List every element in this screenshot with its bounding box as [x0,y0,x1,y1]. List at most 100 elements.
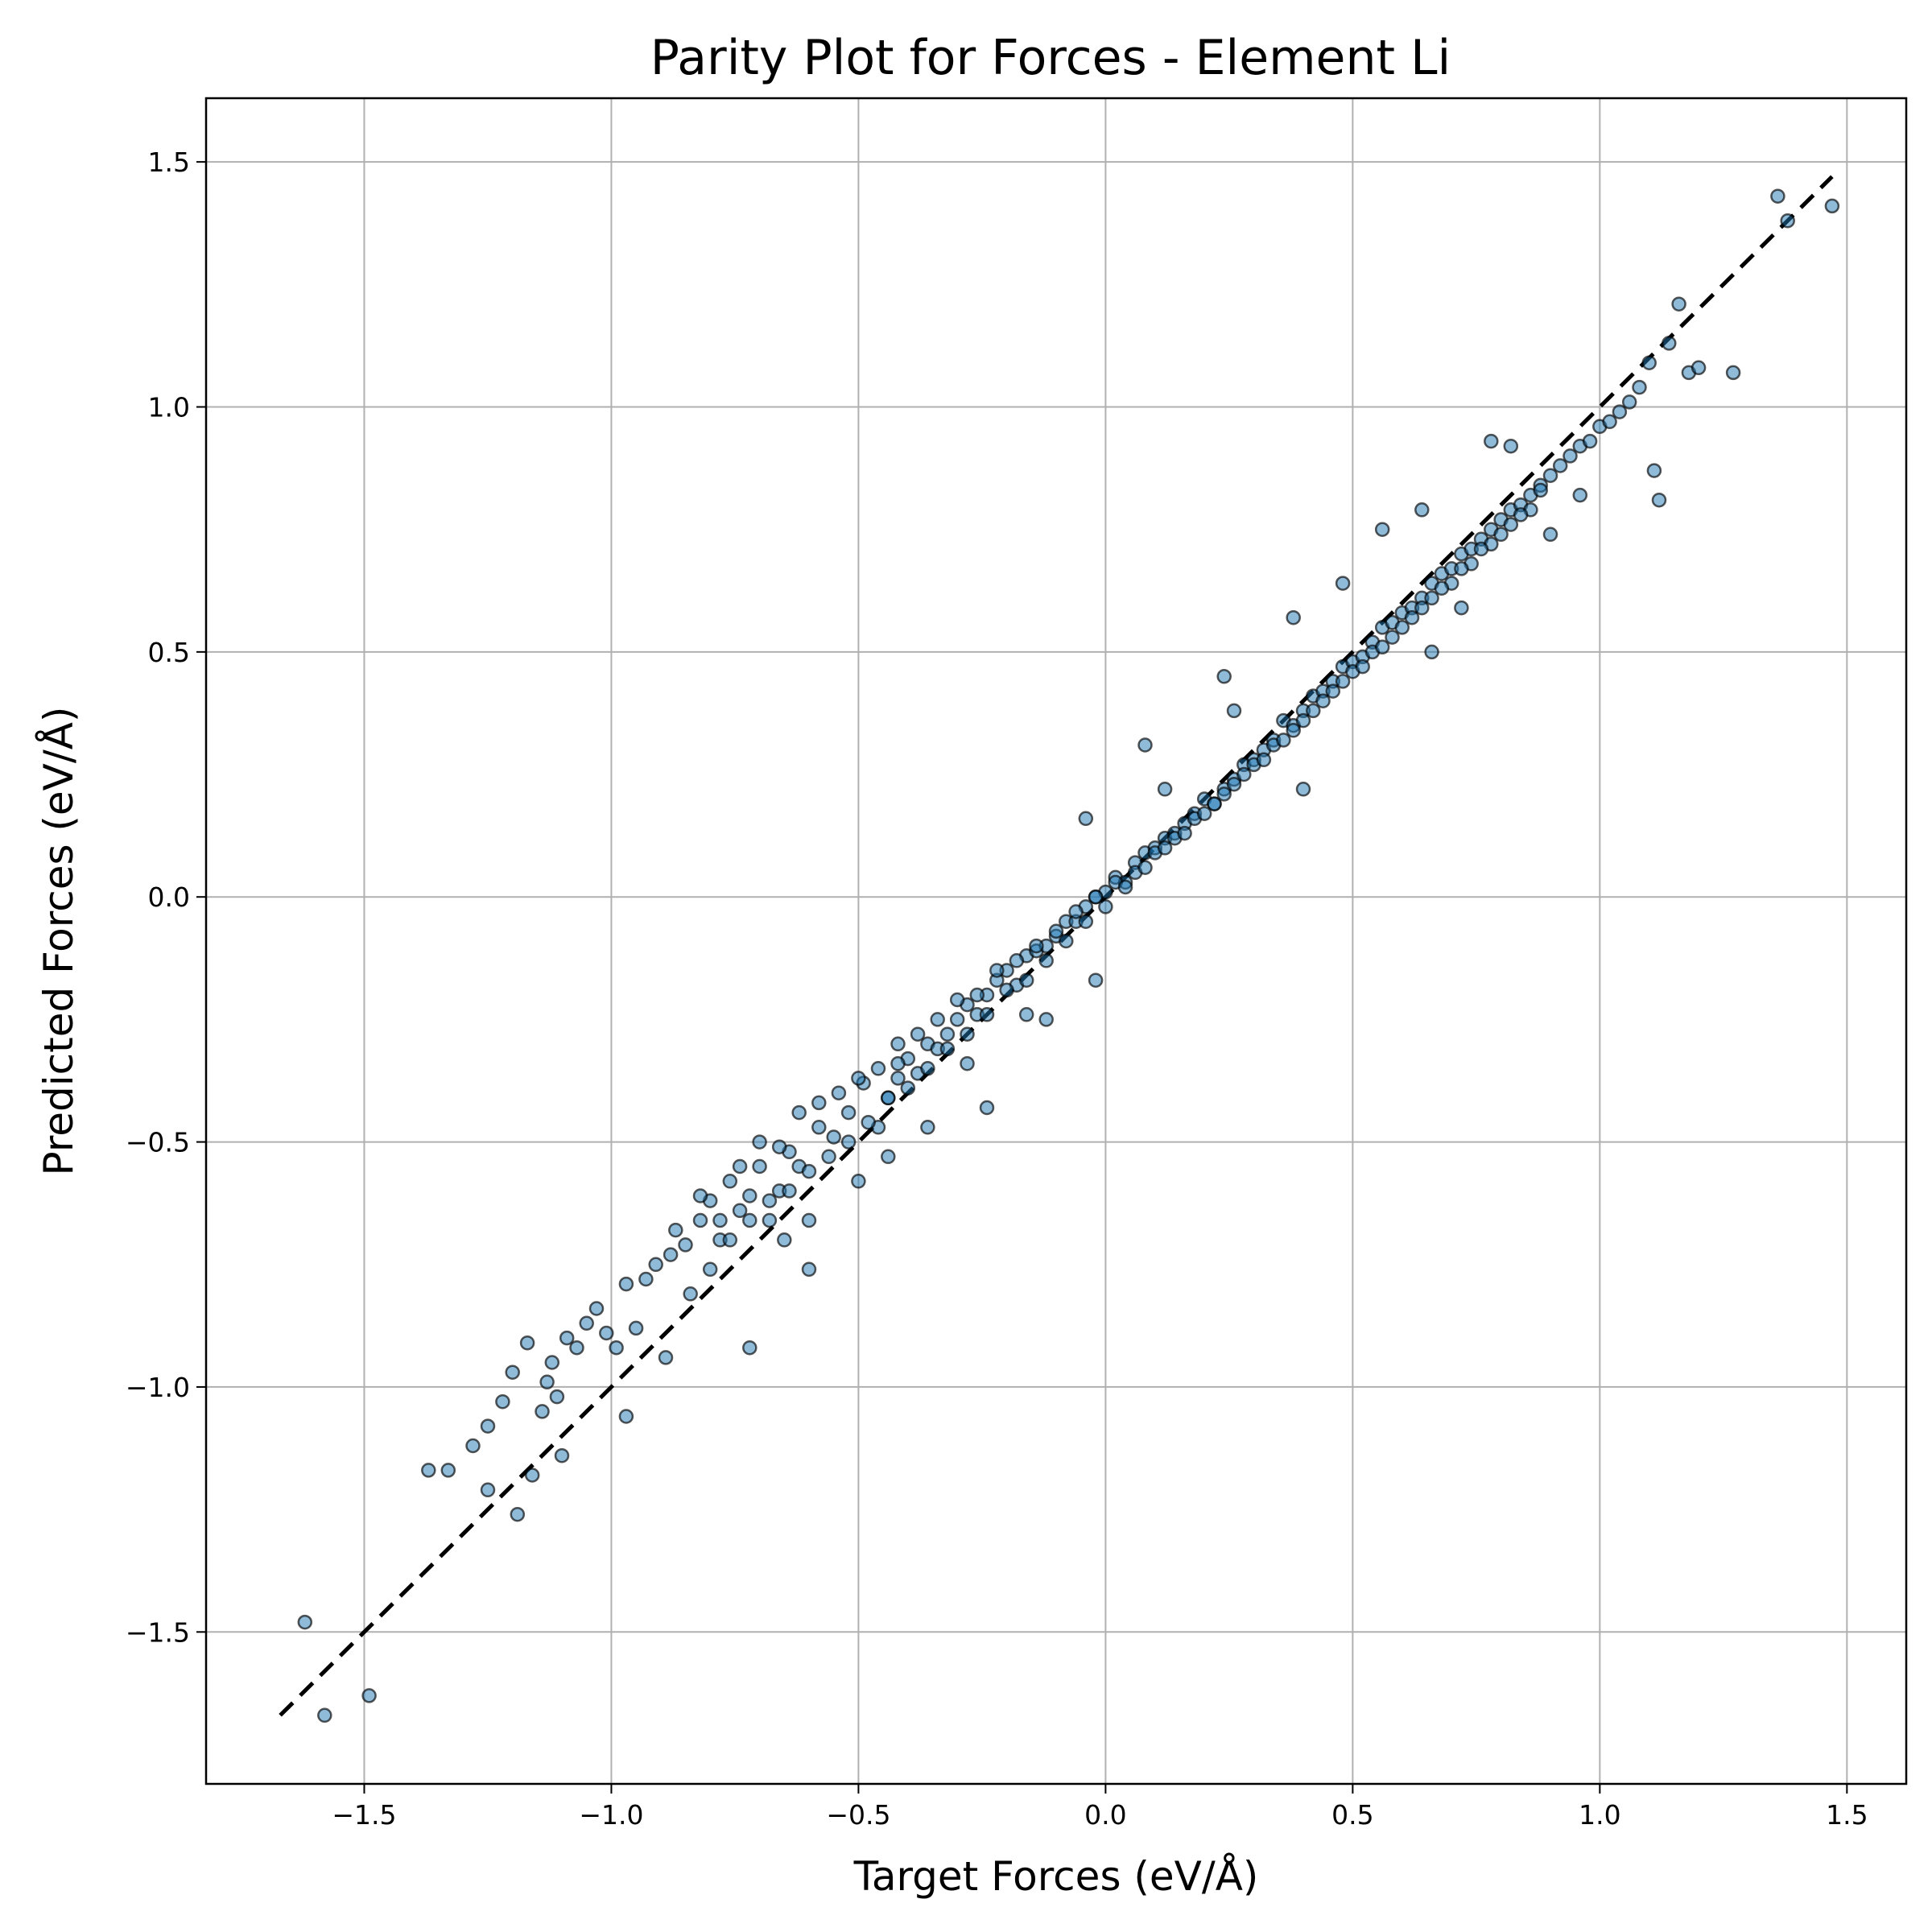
data-point [1454,600,1469,616]
data-point [1651,492,1667,508]
data-point [939,1041,956,1057]
data-point [811,1120,827,1135]
data-point [771,1139,787,1154]
data-point [920,1120,935,1135]
data-point [732,1203,748,1219]
data-point [801,1212,817,1228]
data-point [1157,782,1173,797]
data-point [1038,1012,1054,1027]
data-point [668,1222,683,1238]
data-point [1621,394,1637,410]
x-tick-label: −0.5 [826,1799,890,1831]
data-point [554,1447,570,1463]
data-point [1473,541,1489,557]
y-tick-label: −1.5 [126,1616,190,1648]
data-point [618,1276,634,1292]
y-axis-ticks: −1.5 −1.0 −0.5 0.0 0.5 1.0 1.5 [126,147,206,1648]
data-point [1662,336,1677,351]
data-point [851,1071,866,1086]
data-point [742,1212,758,1228]
data-point [1286,723,1301,738]
data-point [495,1393,510,1410]
data-point [777,1232,792,1248]
data-point [1256,752,1272,768]
data-point [638,1271,654,1287]
data-point [920,1061,935,1076]
data-point [1306,703,1321,719]
data-point [549,1389,565,1405]
data-point [939,1026,956,1042]
data-point [979,1100,995,1116]
data-point [910,1026,926,1042]
data-point [1335,576,1351,591]
data-point [1177,825,1192,841]
data-point [1216,669,1232,684]
data-point [1690,360,1707,376]
data-point [1018,972,1034,988]
data-point [505,1364,520,1380]
x-axis-label: Target Forces (eV/Å) [853,1853,1259,1900]
data-point [510,1506,526,1522]
data-point [1404,609,1420,625]
data-point [960,1026,975,1042]
y-tick-label: −1.0 [126,1372,190,1403]
data-point [1137,737,1153,753]
data-point [1493,526,1509,543]
x-tick-label: 1.0 [1579,1799,1620,1831]
data-point [663,1247,679,1262]
data-point [1503,517,1519,532]
data-point [1276,733,1291,748]
data-point [900,1080,916,1096]
data-point [1533,482,1548,498]
data-point [524,1468,540,1483]
y-tick-label: −0.5 [126,1127,190,1158]
data-point [1216,786,1232,802]
data-point [1068,904,1084,919]
data-point [1295,712,1311,729]
data-point [801,1163,817,1179]
data-point [1355,658,1370,675]
data-point [480,1418,496,1434]
y-tick-label: 1.5 [148,147,190,178]
data-point [678,1237,693,1253]
data-point [1484,433,1499,449]
data-point [999,982,1014,998]
y-tick-label: 0.5 [148,637,190,668]
data-point [1552,458,1568,473]
data-point [1226,703,1242,719]
data-point [683,1286,698,1302]
data-point [742,1340,758,1356]
data-point [1424,590,1439,606]
data-point [722,1232,738,1248]
data-point [831,1085,847,1100]
data-point [702,1261,718,1278]
x-axis-ticks: −1.5 −1.0 −0.5 0.0 0.5 1.0 1.5 [332,1784,1868,1831]
data-point [1315,693,1331,708]
data-point [1038,953,1054,968]
data-point [722,1174,738,1189]
plot-area-frame [204,97,1908,1785]
data-point [1286,609,1301,625]
data-point [1434,580,1450,596]
data-point [851,1174,866,1189]
x-tick-label: −1.5 [332,1799,396,1831]
data-point [648,1257,663,1273]
data-point [1424,644,1439,660]
data-point [1374,522,1390,537]
data-point [599,1325,614,1341]
data-point [742,1188,758,1203]
y-tick-label: 0.0 [148,881,190,913]
data-point [1824,198,1840,214]
data-point [861,1114,876,1130]
data-point [1088,889,1104,905]
data-point [949,1012,965,1027]
data-point [1780,213,1795,229]
data-point [1098,899,1113,914]
data-point [1646,463,1662,478]
data-point [890,1055,906,1071]
data-point [969,987,985,1003]
data-point [1454,561,1469,576]
data-point [539,1374,555,1390]
